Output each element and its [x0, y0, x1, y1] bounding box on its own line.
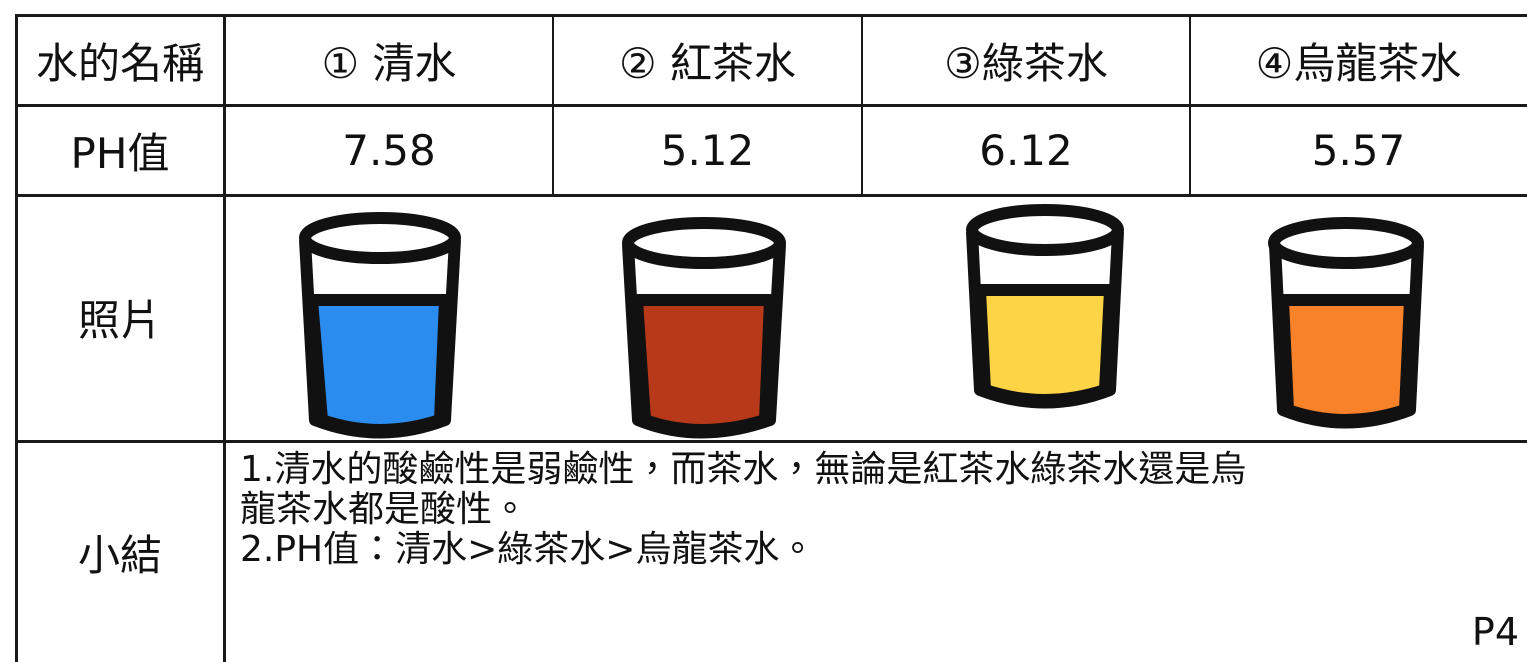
cup-liquid: [974, 284, 1116, 406]
cup-liquid: [306, 294, 451, 436]
ph-value: 6.12: [979, 125, 1073, 175]
header-cell: ② 紅茶水: [618, 38, 796, 88]
summary-line: 龍茶水都是酸性。: [240, 489, 529, 530]
row-label: 小結: [77, 530, 162, 580]
border: [15, 194, 1527, 197]
border: [15, 14, 1527, 17]
border: [223, 14, 226, 662]
cup: [622, 244, 786, 439]
row-label: 照片: [77, 296, 162, 345]
header-cell: ③綠茶水: [944, 38, 1108, 88]
ph-value: 5.57: [1311, 125, 1406, 175]
cup-rim: [966, 204, 1124, 256]
border: [861, 14, 863, 195]
header-cell: ① 清水: [321, 38, 457, 88]
border: [1189, 14, 1191, 195]
cup-rim: [1268, 217, 1424, 269]
row-label: 水的名稱: [35, 38, 204, 88]
cup-liquid: [631, 294, 776, 436]
page-number: P4: [1471, 610, 1519, 654]
summary-line: 2.PH值：清水>綠茶水>烏龍茶水。: [240, 529, 816, 570]
border: [552, 14, 554, 195]
header-cell: ④烏龍茶水: [1255, 38, 1462, 88]
cup-rim: [622, 217, 786, 269]
cup-liquid: [1277, 294, 1416, 426]
cup-rim: [299, 212, 461, 264]
ph-value: 5.12: [660, 125, 755, 175]
border: [15, 14, 18, 662]
cup: [299, 239, 461, 439]
cup: [966, 231, 1124, 409]
summary-line: 1.清水的酸鹼性是弱鹼性，而茶水，無論是紅茶水綠茶水還是烏: [240, 449, 1247, 490]
summary: 1.清水的酸鹼性是弱鹼性，而茶水，無論是紅茶水綠茶水還是烏 龍茶水都是酸性。 2…: [240, 450, 1246, 570]
row-label: PH值: [70, 128, 170, 178]
border: [15, 440, 1527, 443]
cup: [1269, 244, 1424, 429]
border: [15, 104, 1527, 107]
ph-value: 7.58: [342, 125, 436, 175]
